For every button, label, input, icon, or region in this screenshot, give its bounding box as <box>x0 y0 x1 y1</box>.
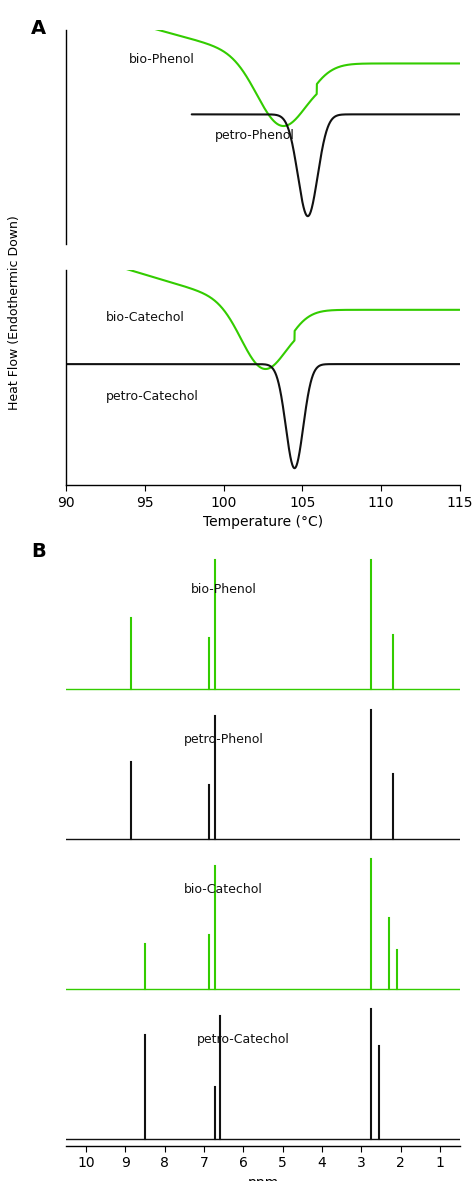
Text: Heat Flow (Endothermic Down): Heat Flow (Endothermic Down) <box>8 216 21 410</box>
Text: petro-Catechol: petro-Catechol <box>106 390 199 403</box>
Text: petro-Phenol: petro-Phenol <box>184 733 264 746</box>
X-axis label: Temperature (°C): Temperature (°C) <box>203 515 323 529</box>
Text: B: B <box>31 542 46 561</box>
Text: bio-Catechol: bio-Catechol <box>106 311 184 324</box>
Text: petro-Phenol: petro-Phenol <box>215 129 295 142</box>
Text: petro-Catechol: petro-Catechol <box>197 1032 290 1045</box>
X-axis label: ppm: ppm <box>247 1175 279 1181</box>
Text: bio-Phenol: bio-Phenol <box>191 583 256 596</box>
Text: bio-Catechol: bio-Catechol <box>184 883 263 896</box>
Text: bio-Phenol: bio-Phenol <box>129 53 195 66</box>
Text: A: A <box>31 19 46 38</box>
